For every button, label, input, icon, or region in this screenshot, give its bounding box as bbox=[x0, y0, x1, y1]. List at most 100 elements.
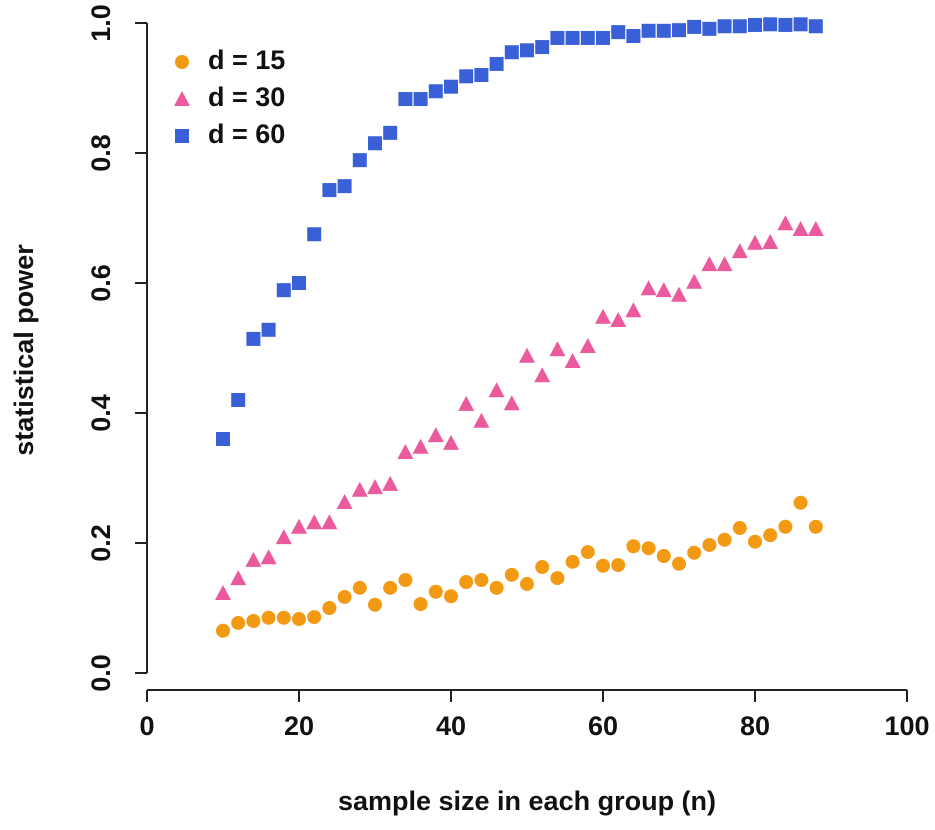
point bbox=[368, 136, 382, 151]
point bbox=[474, 68, 489, 82]
point bbox=[595, 308, 611, 324]
y-tick-label: 1.0 bbox=[86, 4, 116, 42]
point bbox=[474, 573, 489, 588]
point bbox=[383, 580, 398, 595]
point bbox=[549, 341, 566, 357]
point bbox=[488, 382, 505, 398]
point bbox=[611, 25, 626, 40]
point bbox=[413, 597, 428, 612]
x-tick-label: 60 bbox=[588, 711, 618, 741]
point bbox=[747, 234, 763, 250]
y-tick-label: 0.0 bbox=[86, 654, 116, 692]
point bbox=[717, 532, 732, 547]
point bbox=[732, 19, 747, 34]
point bbox=[276, 610, 291, 625]
point bbox=[291, 518, 307, 534]
y-tick-label: 0.6 bbox=[86, 264, 116, 302]
point bbox=[503, 395, 520, 411]
point bbox=[778, 519, 793, 534]
point bbox=[367, 479, 383, 495]
point bbox=[641, 23, 656, 38]
point bbox=[504, 567, 519, 582]
point bbox=[382, 475, 399, 491]
point bbox=[808, 19, 823, 34]
point bbox=[640, 280, 657, 296]
point bbox=[793, 17, 808, 32]
legend-marker bbox=[175, 55, 189, 69]
point bbox=[398, 573, 413, 588]
point bbox=[535, 560, 550, 575]
point bbox=[656, 23, 671, 38]
point bbox=[489, 56, 504, 71]
point bbox=[596, 558, 610, 573]
legend-label: d = 30 bbox=[208, 82, 285, 112]
point bbox=[778, 17, 793, 32]
point bbox=[672, 556, 686, 571]
point bbox=[534, 367, 551, 383]
point bbox=[504, 45, 519, 60]
point bbox=[231, 615, 246, 630]
point bbox=[397, 444, 414, 459]
point bbox=[641, 541, 656, 556]
point bbox=[337, 589, 352, 604]
x-tick-label: 100 bbox=[884, 711, 929, 741]
point bbox=[686, 273, 703, 289]
point bbox=[459, 69, 474, 84]
x-tick-label: 80 bbox=[740, 711, 770, 741]
point bbox=[473, 412, 490, 428]
point bbox=[565, 30, 580, 45]
point bbox=[276, 283, 291, 298]
point bbox=[672, 23, 686, 38]
point bbox=[275, 529, 292, 545]
point bbox=[687, 19, 702, 34]
point bbox=[444, 79, 458, 94]
point bbox=[245, 551, 262, 567]
point bbox=[748, 17, 762, 32]
point bbox=[625, 302, 642, 318]
point bbox=[579, 338, 596, 354]
point bbox=[428, 84, 443, 99]
point bbox=[322, 601, 337, 615]
point bbox=[489, 580, 504, 595]
point bbox=[307, 227, 322, 242]
point bbox=[565, 554, 580, 569]
point bbox=[777, 215, 794, 231]
point bbox=[292, 612, 306, 627]
point bbox=[808, 519, 823, 534]
point bbox=[701, 256, 718, 272]
point bbox=[717, 19, 732, 34]
point bbox=[215, 585, 231, 601]
point bbox=[520, 43, 534, 58]
point bbox=[656, 549, 671, 563]
point bbox=[216, 623, 230, 638]
point bbox=[231, 393, 246, 407]
point bbox=[550, 30, 565, 45]
point bbox=[763, 528, 778, 543]
point bbox=[351, 481, 368, 497]
point bbox=[520, 576, 534, 591]
point bbox=[731, 243, 748, 259]
point bbox=[580, 545, 595, 560]
point bbox=[610, 312, 627, 328]
point bbox=[763, 17, 778, 32]
point bbox=[292, 276, 306, 290]
point bbox=[412, 438, 429, 454]
point bbox=[792, 221, 809, 237]
legend-label: d = 60 bbox=[208, 119, 285, 149]
x-tick-label: 0 bbox=[139, 711, 154, 741]
point bbox=[246, 614, 261, 628]
point bbox=[807, 221, 824, 237]
point bbox=[535, 40, 550, 55]
y-tick-label: 0.2 bbox=[86, 524, 116, 562]
point bbox=[716, 256, 733, 272]
point bbox=[322, 183, 337, 198]
point bbox=[626, 539, 641, 554]
point bbox=[702, 537, 717, 552]
point bbox=[428, 584, 443, 599]
point bbox=[459, 575, 474, 589]
point bbox=[443, 434, 459, 450]
x-tick-label: 40 bbox=[436, 711, 466, 741]
y-tick-label: 0.4 bbox=[86, 394, 116, 432]
x-axis-label: sample size in each group (n) bbox=[338, 786, 716, 816]
point bbox=[564, 353, 581, 368]
